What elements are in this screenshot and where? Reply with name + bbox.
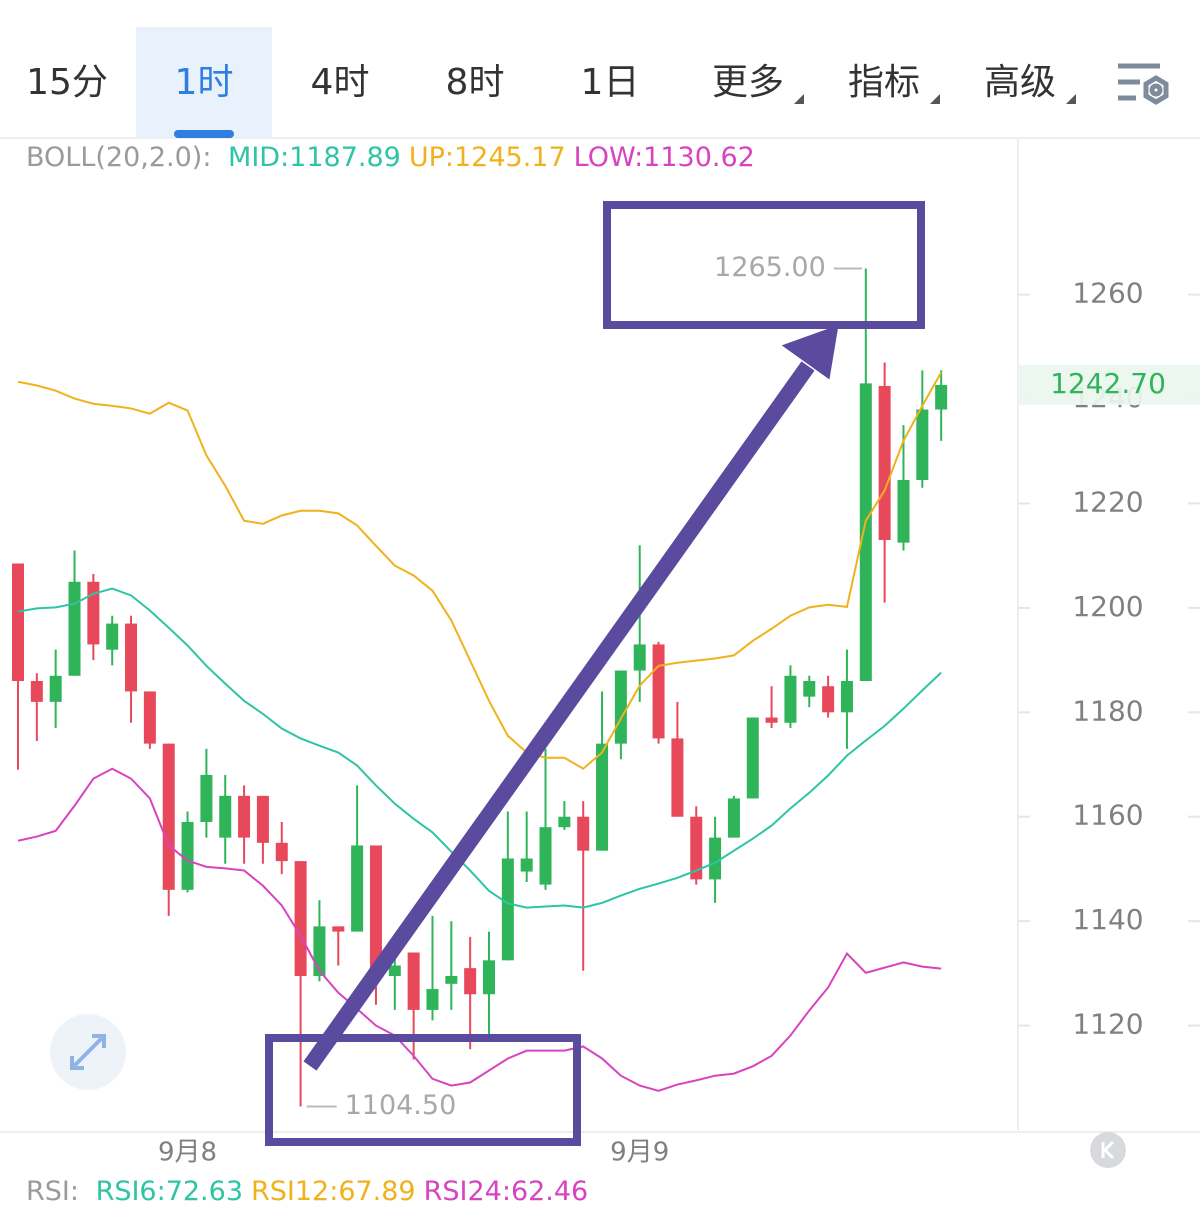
candle-body xyxy=(238,795,251,838)
candle-body xyxy=(200,774,213,822)
last-price-box xyxy=(1018,364,1200,405)
candle-body xyxy=(727,798,740,838)
x-tick-label: 9月8 xyxy=(158,1138,217,1168)
tab-indicator xyxy=(174,130,234,138)
tab[interactable]: 1时 xyxy=(175,62,234,103)
legend-entry: MID:1187.89 xyxy=(228,142,401,173)
tab[interactable]: 高级 xyxy=(984,62,1056,103)
candle-body xyxy=(181,821,194,890)
candle-body xyxy=(765,717,778,723)
candle-body xyxy=(878,386,891,541)
candle-body xyxy=(539,827,552,885)
candle-body xyxy=(30,680,43,702)
settings-icon[interactable] xyxy=(1118,63,1169,105)
rsi-legend: RSI: RSI6:72.63 RSI12:67.89 RSI24:62.46 xyxy=(26,1176,588,1205)
candle-body xyxy=(407,952,420,1010)
candle-body xyxy=(313,926,326,976)
boll-line xyxy=(17,587,942,909)
candle-body xyxy=(577,816,590,851)
plot: 112011401160118012001220124012609月89月912… xyxy=(12,252,1200,1168)
candle-body xyxy=(426,989,439,1010)
rsi-entry: RSI12:67.89 xyxy=(251,1176,416,1205)
x-tick-label: 9月9 xyxy=(610,1138,669,1168)
tab-bar: 15分 1时 4时 8时 1日 更多 指标 高级 xyxy=(26,27,1076,138)
candle-body xyxy=(501,858,514,961)
rsi-entry: RSI6:72.63 xyxy=(96,1176,243,1205)
candle-body xyxy=(388,965,401,976)
dropdown-caret xyxy=(930,94,940,104)
expand-button[interactable] xyxy=(50,1014,126,1090)
candle-body xyxy=(671,738,684,817)
candle-body xyxy=(840,680,853,713)
candle-body xyxy=(822,686,835,713)
legend-entry: LOW:1130.62 xyxy=(574,142,755,173)
candle-body xyxy=(125,623,138,692)
extreme-label: 1265.00 xyxy=(714,252,826,283)
candle-body xyxy=(332,926,345,932)
dropdown-caret xyxy=(1066,94,1076,104)
candle-body xyxy=(614,670,627,744)
tab[interactable]: 8时 xyxy=(446,62,505,103)
y-tick-label: 1200 xyxy=(1072,590,1143,623)
candle-body xyxy=(68,581,81,676)
y-tick-label: 1260 xyxy=(1072,277,1143,310)
candle-body xyxy=(633,644,646,671)
candle-body xyxy=(558,816,571,828)
candle-body xyxy=(49,675,62,702)
tab[interactable]: 15分 xyxy=(26,62,108,103)
tab[interactable]: 1日 xyxy=(581,62,640,103)
dropdown-caret xyxy=(794,94,804,104)
rsi-entry: RSI24:62.46 xyxy=(424,1176,589,1205)
boll-line xyxy=(17,371,943,770)
extreme-label: 1104.50 xyxy=(345,1090,457,1121)
candle-body xyxy=(897,479,910,543)
candle-body xyxy=(803,680,816,697)
y-tick-label: 1160 xyxy=(1072,799,1143,832)
tab[interactable]: 更多 xyxy=(712,62,784,103)
annotation-boxes xyxy=(265,201,925,1146)
candle-body xyxy=(709,837,722,880)
candle-body xyxy=(256,795,269,843)
candle-body xyxy=(520,858,533,872)
tab-highlight xyxy=(136,27,272,138)
candle-body xyxy=(652,644,665,739)
candle-body xyxy=(219,795,232,838)
candle-body xyxy=(596,743,609,851)
collapse-button[interactable] xyxy=(1090,1132,1126,1168)
legend-entry: UP:1245.17 xyxy=(409,142,566,173)
rsi-label: RSI: xyxy=(26,1176,79,1205)
tab[interactable]: 指标 xyxy=(848,62,920,103)
y-tick-label: 1180 xyxy=(1072,694,1143,727)
candle-body xyxy=(87,581,100,645)
candle-body xyxy=(464,968,477,995)
indicator-label: BOLL(20,2.0): xyxy=(26,142,211,173)
y-tick-label: 1220 xyxy=(1072,485,1143,518)
candle-body xyxy=(859,383,872,681)
candle-body xyxy=(12,563,24,681)
candle-body xyxy=(690,816,703,880)
candle-body xyxy=(143,691,156,744)
last-price-label: 1242.70 xyxy=(1050,367,1166,400)
candle-body xyxy=(746,717,759,799)
candle-body xyxy=(294,861,307,976)
candle-body xyxy=(162,743,175,890)
candle-body xyxy=(106,623,119,650)
candle-body xyxy=(935,384,948,410)
candle-body xyxy=(916,409,929,480)
y-tick-label: 1140 xyxy=(1072,903,1143,936)
y-tick-label: 1120 xyxy=(1072,1008,1143,1041)
candle-body xyxy=(275,842,288,862)
boll-legend: BOLL(20,2.0): MID:1187.89 UP:1245.17 LOW:1… xyxy=(26,142,755,173)
tab[interactable]: 4时 xyxy=(311,62,370,103)
candle-body xyxy=(369,845,382,976)
candle-body xyxy=(351,845,364,932)
candle-body xyxy=(784,675,797,723)
boll-line xyxy=(17,767,942,1092)
candle-body xyxy=(445,975,458,984)
candle-body xyxy=(483,960,495,995)
